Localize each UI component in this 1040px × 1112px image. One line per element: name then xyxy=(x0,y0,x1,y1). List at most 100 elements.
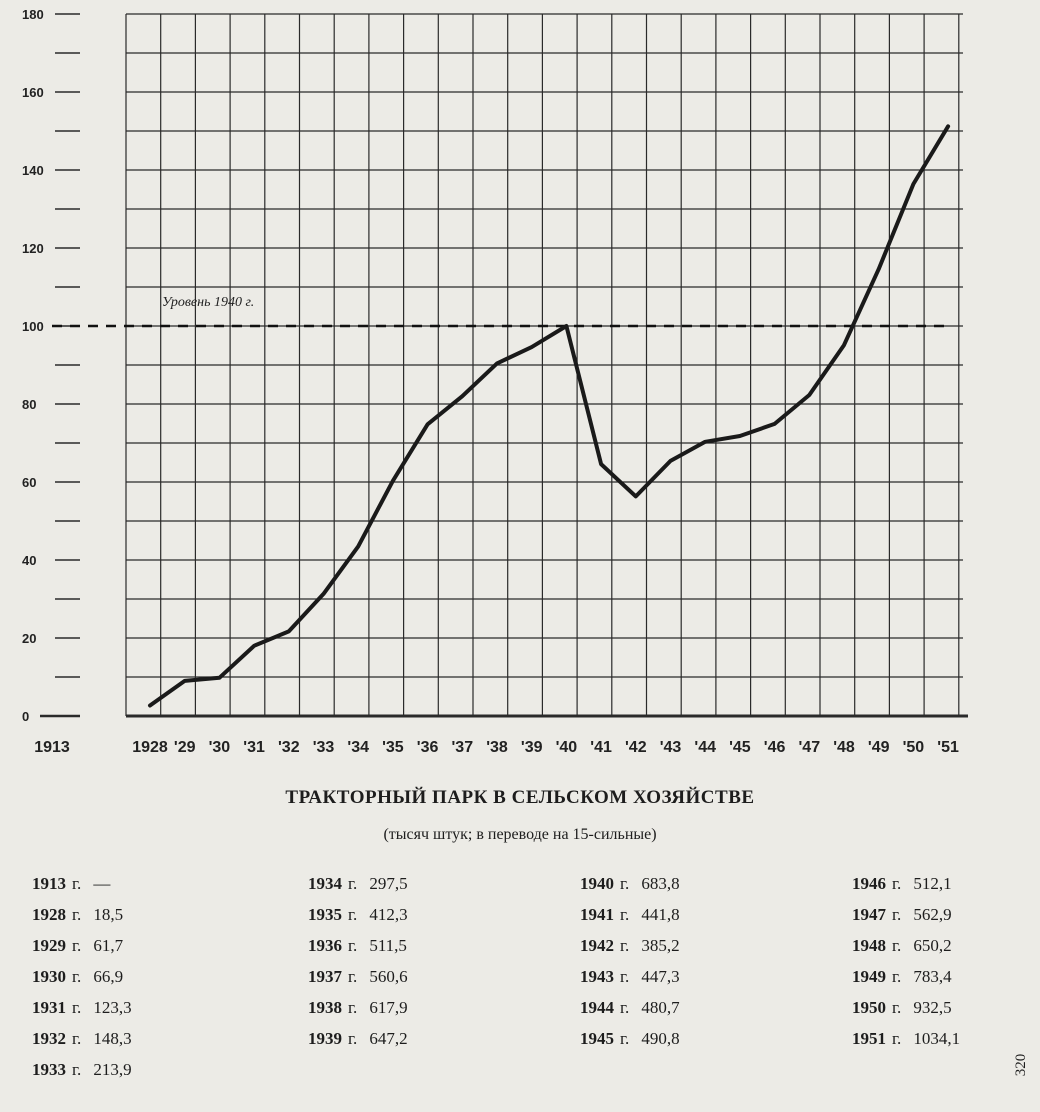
table-year: 1950 xyxy=(852,998,886,1017)
table-row: 1947 г. 562,9 xyxy=(852,899,960,930)
table-year-suffix: г. xyxy=(892,1029,902,1048)
table-value: 148,3 xyxy=(93,1029,132,1048)
x-tick-label: '41 xyxy=(590,739,612,756)
table-row: 1940 г. 683,8 xyxy=(580,868,680,899)
data-point xyxy=(946,124,950,128)
x-tick-label: '29 xyxy=(174,739,196,756)
table-row: 1936 г. 511,5 xyxy=(308,930,408,961)
x-tick-label: '38 xyxy=(486,739,508,756)
table-year-suffix: г. xyxy=(348,967,358,986)
table-column: 1946 г. 512,1 1947 г. 562,9 1948 г. 650,2 1949 г. 7… xyxy=(852,868,960,1054)
table-row: 1951 г. 1034,1 xyxy=(852,1023,960,1054)
x-tick-label: '33 xyxy=(313,739,335,756)
x-tick-label: '30 xyxy=(209,739,231,756)
chart-subtitle: (тысяч штук; в переводе на 15-сильные) xyxy=(383,826,657,843)
y-tick-label: 60 xyxy=(22,475,36,490)
table-year-suffix: г. xyxy=(348,998,358,1017)
x-tick-label: '46 xyxy=(764,739,786,756)
table-row: 1943 г. 447,3 xyxy=(580,961,680,992)
data-point xyxy=(183,679,187,683)
series-line xyxy=(148,124,951,708)
data-point xyxy=(148,703,152,707)
data-point xyxy=(738,434,742,438)
table-year-suffix: г. xyxy=(620,1029,630,1048)
y-tick-label: 0 xyxy=(22,709,29,724)
table-row: 1929 г. 61,7 xyxy=(32,930,132,961)
data-point xyxy=(599,462,603,466)
y-tick-label: 100 xyxy=(22,319,44,334)
table-row: 1930 г. 66,9 xyxy=(32,961,132,992)
x-tick-label: 1928 xyxy=(132,739,168,756)
table-value: 511,5 xyxy=(369,936,407,955)
table-year-suffix: г. xyxy=(892,905,902,924)
table-value: 447,3 xyxy=(641,967,680,986)
table-value: 650,2 xyxy=(913,936,952,955)
table-year-suffix: г. xyxy=(620,998,630,1017)
table-value: 683,8 xyxy=(641,874,680,893)
y-tick-label: 160 xyxy=(22,85,44,100)
data-point xyxy=(807,393,811,397)
table-year-suffix: г. xyxy=(348,874,358,893)
data-point xyxy=(356,544,360,548)
table-value: 560,6 xyxy=(369,967,408,986)
x-tick-label: '40 xyxy=(556,739,578,756)
x-tick-label: '32 xyxy=(278,739,300,756)
y-tick-label: 140 xyxy=(22,163,44,178)
table-row: 1932 г. 148,3 xyxy=(32,1023,132,1054)
data-point xyxy=(426,422,430,426)
table-value: 213,9 xyxy=(93,1060,132,1079)
table-row: 1933 г. 213,9 xyxy=(32,1054,132,1085)
chart: 0 20 40 60 80 100 120 140 160 180 Уровень 1940 г. 1… xyxy=(22,7,968,756)
y-tick-label: 20 xyxy=(22,631,36,646)
table-year: 1942 xyxy=(580,936,614,955)
table-value: 490,8 xyxy=(641,1029,680,1048)
x-tick-label: '35 xyxy=(382,739,404,756)
data-point xyxy=(669,459,672,463)
table-year-suffix: г. xyxy=(72,967,82,986)
y-tick-label: 180 xyxy=(22,7,44,22)
data-point xyxy=(911,182,915,186)
table-year: 1931 xyxy=(32,998,66,1017)
table-year: 1929 xyxy=(32,936,66,955)
table-value: 61,7 xyxy=(93,936,124,955)
table-row: 1935 г. 412,3 xyxy=(308,899,408,930)
table-year-suffix: г. xyxy=(892,936,902,955)
table-year-suffix: г. xyxy=(620,905,630,924)
table-year-suffix: г. xyxy=(72,874,82,893)
table-value: 480,7 xyxy=(641,998,680,1017)
table-year: 1949 xyxy=(852,967,886,986)
table-year-suffix: г. xyxy=(620,936,630,955)
table-value: — xyxy=(93,874,111,893)
table-value: 297,5 xyxy=(369,874,408,893)
table-year: 1934 xyxy=(308,874,342,893)
table-value: 18,5 xyxy=(93,905,124,924)
data-point xyxy=(773,422,777,426)
x-tick-label: '48 xyxy=(833,739,855,756)
x-tick-label: 1913 xyxy=(34,739,70,756)
data-point xyxy=(322,592,325,596)
x-tick-label: '47 xyxy=(798,739,820,756)
table-row: 1928 г. 18,5 xyxy=(32,899,132,930)
table-year: 1951 xyxy=(852,1029,886,1048)
table-year: 1939 xyxy=(308,1029,342,1048)
table-year: 1935 xyxy=(308,905,342,924)
table-year: 1933 xyxy=(32,1060,66,1079)
table-year-suffix: г. xyxy=(892,998,902,1017)
table-value: 932,5 xyxy=(913,998,952,1017)
table-year-suffix: г. xyxy=(72,998,82,1017)
data-point xyxy=(217,676,221,680)
data-point xyxy=(842,343,846,347)
data-point xyxy=(391,479,395,483)
y-tick-label: 120 xyxy=(22,241,44,256)
table-row: 1944 г. 480,7 xyxy=(580,992,680,1023)
table-year: 1946 xyxy=(852,874,886,893)
y-tick-label: 80 xyxy=(22,397,36,412)
table-year: 1913 xyxy=(32,874,66,893)
table-row: 1913 г. — xyxy=(32,868,132,899)
table-year: 1932 xyxy=(32,1029,66,1048)
table-value: 1034,1 xyxy=(913,1029,961,1048)
x-tick-label: '36 xyxy=(417,739,439,756)
table-year: 1936 xyxy=(308,936,342,955)
table-year-suffix: г. xyxy=(72,1060,82,1079)
table-row: 1948 г. 650,2 xyxy=(852,930,960,961)
